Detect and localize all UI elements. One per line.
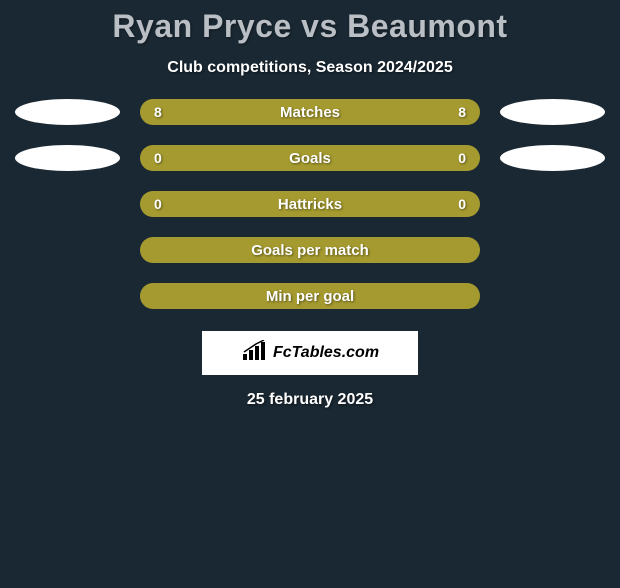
stat-value-left: 8: [154, 104, 162, 120]
stat-value-left: 0: [154, 196, 162, 212]
stat-label: Matches: [140, 104, 480, 121]
stat-value-right: 0: [458, 150, 466, 166]
logo-box: FcTables.com: [202, 331, 418, 375]
date-text: 25 february 2025: [0, 391, 620, 409]
player2-ellipse: [500, 237, 605, 263]
stat-row: 0Hattricks0: [0, 191, 620, 217]
stat-bar: 0Goals0: [140, 145, 480, 171]
stat-bar: 8Matches8: [140, 99, 480, 125]
stat-label: Min per goal: [140, 288, 480, 305]
stat-bar: 0Hattricks0: [140, 191, 480, 217]
stat-value-right: 8: [458, 104, 466, 120]
stat-label: Goals per match: [140, 242, 480, 259]
stat-row: 0Goals0: [0, 145, 620, 171]
player1-ellipse: [15, 99, 120, 125]
player1-ellipse: [15, 145, 120, 171]
player2-ellipse: [500, 145, 605, 171]
player1-name: Ryan Pryce: [112, 8, 291, 44]
stat-row: 8Matches8: [0, 99, 620, 125]
player2-name: Beaumont: [347, 8, 507, 44]
stat-value-right: 0: [458, 196, 466, 212]
stat-label: Hattricks: [140, 196, 480, 213]
subtitle: Club competitions, Season 2024/2025: [0, 59, 620, 77]
stat-value-left: 0: [154, 150, 162, 166]
stat-bar: Goals per match: [140, 237, 480, 263]
stat-row: Min per goal: [0, 283, 620, 309]
player2-ellipse: [500, 99, 605, 125]
logo-text: FcTables.com: [273, 344, 379, 362]
vs-text: vs: [301, 8, 338, 44]
stat-row: Goals per match: [0, 237, 620, 263]
player2-ellipse: [500, 283, 605, 309]
player2-ellipse: [500, 191, 605, 217]
player1-ellipse: [15, 191, 120, 217]
player1-ellipse: [15, 283, 120, 309]
stats-rows: 8Matches80Goals00Hattricks0Goals per mat…: [0, 99, 620, 309]
player1-ellipse: [15, 237, 120, 263]
stat-label: Goals: [140, 150, 480, 167]
comparison-title: Ryan Pryce vs Beaumont: [0, 8, 620, 45]
chart-icon: [241, 340, 269, 367]
stat-bar: Min per goal: [140, 283, 480, 309]
